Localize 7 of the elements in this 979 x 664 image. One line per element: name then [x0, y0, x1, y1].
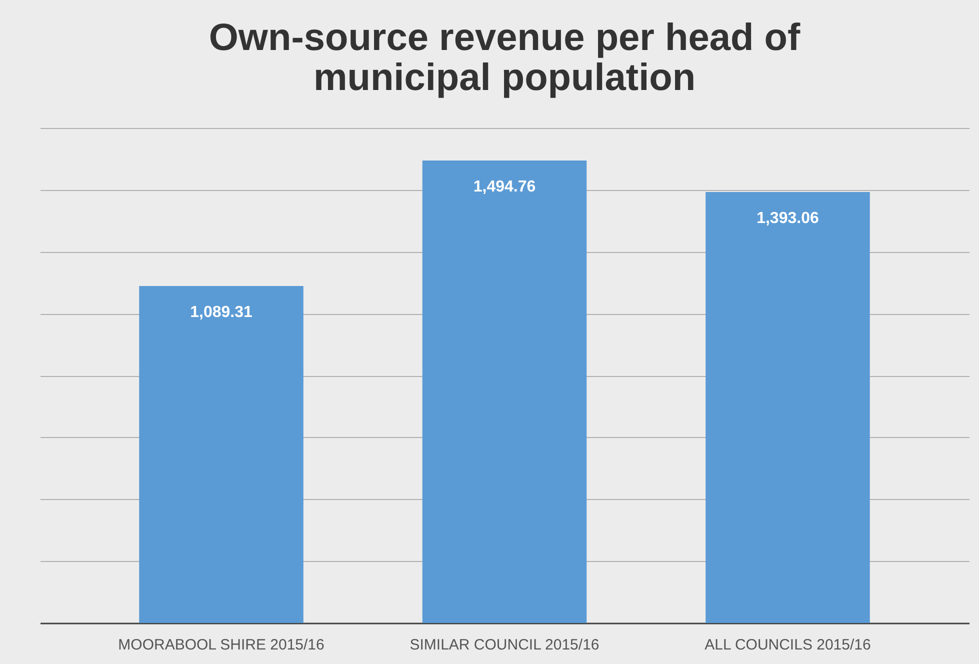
- data-label: 1,089.31: [190, 304, 253, 321]
- x-tick-label: ALL COUNCILS 2015/16: [704, 636, 871, 654]
- data-label: 1,393.06: [756, 210, 819, 228]
- chart-title: Own-source revenue per head of municipal population: [208, 17, 800, 99]
- data-label: 1,494.76: [473, 178, 536, 196]
- x-tick-label: MOORABOOL SHIRE 2015/16: [118, 636, 324, 654]
- x-tick-label: SIMILAR COUNCIL 2015/16: [410, 636, 600, 654]
